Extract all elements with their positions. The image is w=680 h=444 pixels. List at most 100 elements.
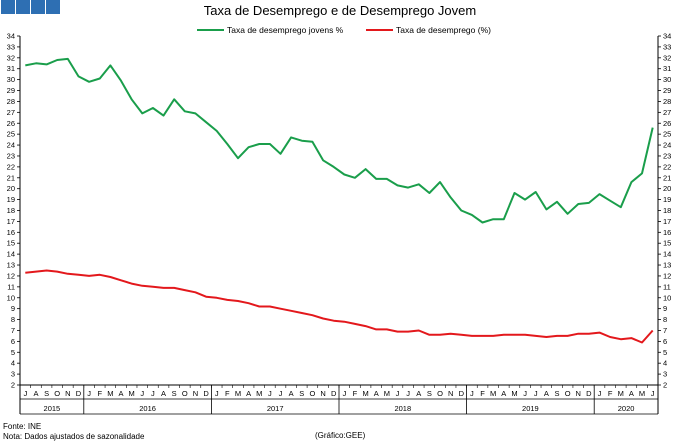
y-tick-label-left: 27	[7, 108, 15, 117]
corner-block-2	[16, 0, 30, 14]
month-label: M	[129, 389, 135, 398]
y-tick-label-right: 21	[663, 173, 671, 182]
y-tick-label-right: 19	[663, 195, 671, 204]
y-tick-label-right: 29	[663, 86, 671, 95]
y-tick-label-right: 33	[663, 42, 671, 51]
month-label: O	[182, 389, 188, 398]
seasonal-adjustment-note: Nota: Dados ajustados de sazonalidade	[3, 432, 145, 441]
month-label: F	[225, 389, 230, 398]
year-label: 2016	[139, 404, 156, 413]
month-label: J	[342, 389, 346, 398]
month-label: A	[629, 389, 634, 398]
month-label: F	[608, 389, 613, 398]
y-tick-label-right: 11	[663, 282, 671, 291]
month-label: S	[44, 389, 49, 398]
corner-block-1	[1, 0, 15, 14]
y-tick-label-left: 5	[11, 348, 15, 357]
month-label: D	[331, 389, 337, 398]
y-tick-label-left: 30	[7, 75, 15, 84]
year-label: 2015	[44, 404, 61, 413]
month-label: M	[384, 389, 390, 398]
y-tick-label-left: 10	[7, 293, 15, 302]
month-label: N	[193, 389, 198, 398]
y-tick-label-left: 32	[7, 53, 15, 62]
month-label: J	[470, 389, 474, 398]
y-tick-label-left: 15	[7, 239, 15, 248]
month-label: M	[235, 389, 241, 398]
legend-label-2: Taxa de desemprego (%)	[396, 25, 491, 35]
y-tick-label-right: 4	[663, 359, 667, 368]
y-tick-label-right: 5	[663, 348, 667, 357]
y-tick-label-left: 24	[7, 141, 15, 150]
y-tick-label-left: 33	[7, 42, 15, 51]
y-tick-label-left: 20	[7, 184, 15, 193]
y-tick-label-right: 10	[663, 293, 671, 302]
month-label: M	[256, 389, 262, 398]
month-label: J	[140, 389, 144, 398]
y-tick-label-left: 3	[11, 370, 15, 379]
chart-title: Taxa de Desemprego e de Desemprego Jovem	[203, 3, 477, 18]
series-line-1	[25, 57, 654, 224]
y-tick-label-left: 19	[7, 195, 15, 204]
y-tick-label-left: 12	[7, 271, 15, 280]
month-label: D	[459, 389, 465, 398]
y-tick-label-left: 28	[7, 97, 15, 106]
y-tick-label-left: 14	[7, 250, 15, 259]
month-label: O	[309, 389, 315, 398]
y-tick-label-right: 31	[663, 64, 671, 73]
month-label: J	[598, 389, 602, 398]
y-tick-label-left: 2	[11, 381, 15, 390]
year-label: 2019	[522, 404, 539, 413]
month-label: J	[87, 389, 91, 398]
month-label: A	[161, 389, 166, 398]
series-line-2	[25, 269, 654, 344]
month-label: A	[33, 389, 38, 398]
month-label: D	[203, 389, 209, 398]
month-label: F	[480, 389, 485, 398]
y-tick-label-right: 28	[663, 97, 671, 106]
y-tick-label-left: 11	[7, 282, 15, 291]
y-tick-label-left: 4	[11, 359, 15, 368]
y-tick-label-left: 17	[7, 217, 15, 226]
month-label: J	[279, 389, 283, 398]
month-label: J	[534, 389, 538, 398]
y-tick-label-left: 7	[11, 326, 15, 335]
month-label: D	[76, 389, 82, 398]
month-label: A	[119, 389, 124, 398]
y-tick-label-right: 18	[663, 206, 671, 215]
y-tick-label-left: 9	[11, 304, 15, 313]
month-label: O	[437, 389, 443, 398]
y-tick-label-right: 16	[663, 228, 671, 237]
month-label: M	[107, 389, 113, 398]
month-label: M	[618, 389, 624, 398]
month-label: D	[586, 389, 592, 398]
month-label: N	[576, 389, 581, 398]
month-label: J	[651, 389, 655, 398]
y-tick-label-right: 34	[663, 32, 671, 41]
month-label: M	[490, 389, 496, 398]
y-tick-label-right: 22	[663, 162, 671, 171]
y-tick-label-left: 8	[11, 315, 15, 324]
year-label: 2020	[618, 404, 635, 413]
month-label: S	[427, 389, 432, 398]
month-label: F	[97, 389, 102, 398]
y-tick-label-left: 26	[7, 119, 15, 128]
y-tick-label-left: 29	[7, 86, 15, 95]
y-tick-label-right: 12	[663, 271, 671, 280]
corner-block-4	[46, 0, 60, 14]
month-label: M	[511, 389, 517, 398]
month-label: N	[448, 389, 453, 398]
month-label: M	[362, 389, 368, 398]
y-tick-label-left: 16	[7, 228, 15, 237]
y-tick-label-right: 6	[663, 337, 667, 346]
y-tick-label-right: 30	[663, 75, 671, 84]
month-label: M	[639, 389, 645, 398]
y-tick-label-right: 14	[663, 250, 671, 259]
y-tick-label-right: 17	[663, 217, 671, 226]
month-label: O	[54, 389, 60, 398]
y-tick-label-right: 8	[663, 315, 667, 324]
month-label: A	[374, 389, 379, 398]
month-label: N	[320, 389, 325, 398]
y-tick-label-right: 3	[663, 370, 667, 379]
month-label: J	[23, 389, 27, 398]
